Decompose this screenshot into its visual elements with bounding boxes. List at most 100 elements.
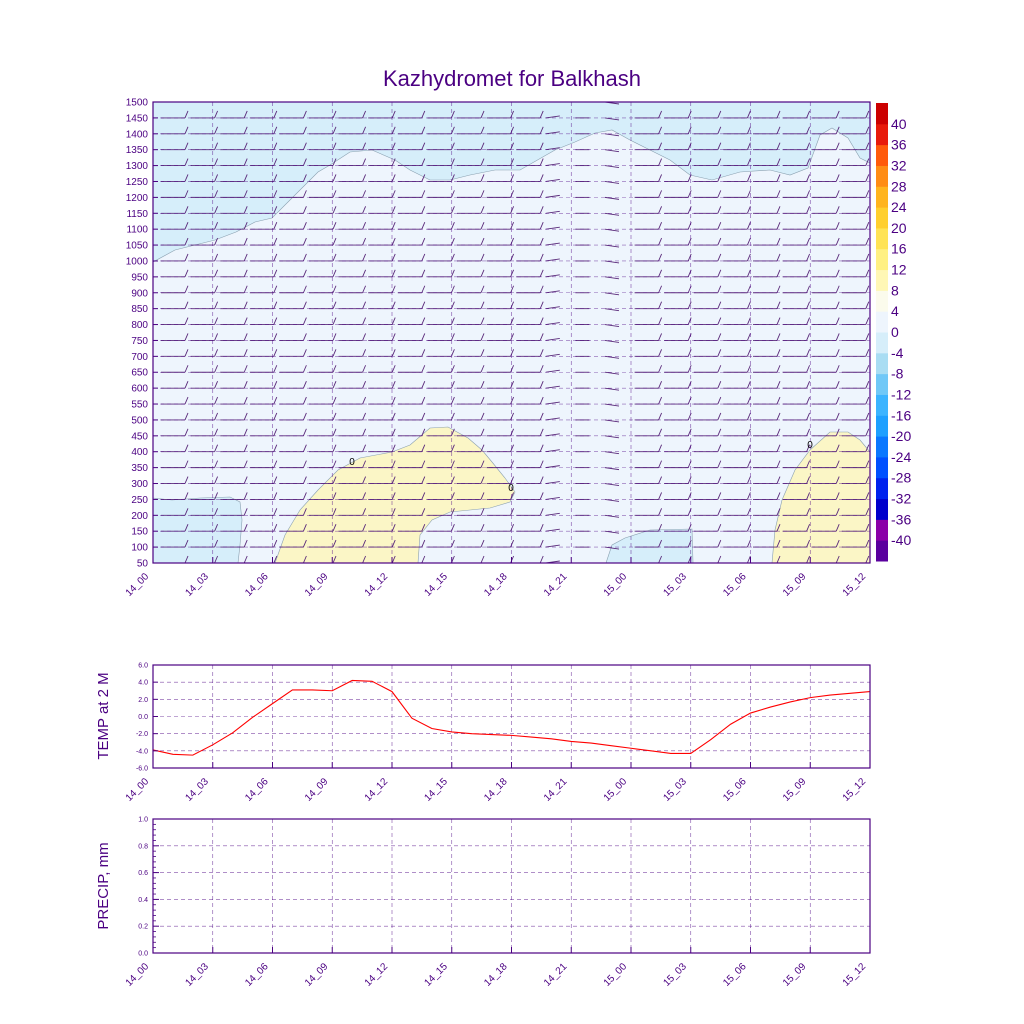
wind-barb-flag (184, 206, 189, 214)
colorbar-swatch (876, 207, 888, 229)
wind-barb-flag (480, 253, 485, 262)
y-tick-label: 1250 (126, 177, 149, 188)
wind-barb-flag (302, 380, 307, 389)
wind-barb-flag (835, 365, 840, 373)
wind-barb-flag (391, 396, 396, 405)
colorbar-swatch (876, 269, 888, 291)
colorbar-swatch (876, 227, 888, 250)
wind-barb-flag (391, 539, 396, 548)
y-tick-label: 600 (131, 384, 148, 395)
wind-barb-flag (480, 508, 485, 516)
wind-barb-flag (391, 333, 396, 341)
wind-barb (604, 228, 620, 232)
wind-barb-flag (480, 301, 485, 309)
wind-barb-flag (776, 126, 781, 134)
wind-barb-flag (658, 460, 663, 468)
wind-barb-flag (302, 237, 307, 246)
wind-barb-flag (273, 492, 278, 500)
wind-barb-flag (746, 539, 751, 548)
wind-barb-flag (717, 174, 722, 182)
wind-barb-flag (865, 428, 870, 437)
wind-barb-flag (421, 285, 426, 293)
y-tick-label: 750 (131, 336, 148, 347)
wind-barb-flag (421, 317, 426, 325)
wind-barb-flag (539, 444, 544, 452)
wind-barb-flag (865, 102, 867, 103)
wind-barb-flag (243, 253, 248, 262)
wind-barb-flag (539, 285, 544, 293)
wind-barb-flag (717, 317, 722, 325)
wind-barb-flag (421, 221, 426, 230)
colorbar-swatch (876, 311, 888, 333)
wind-barb-flag (214, 301, 219, 309)
x-tick-label: 15_12 (841, 961, 869, 989)
wind-barb-flag (717, 142, 722, 150)
y-tick-label: 0.2 (138, 924, 148, 931)
wind-barb-flag (214, 460, 219, 468)
wind-barb-flag (243, 110, 248, 119)
wind-barb-flag (362, 190, 367, 198)
wind-barb-flag (717, 301, 722, 309)
wind-barb-flag (480, 206, 485, 214)
wind-barb-flag (332, 476, 337, 484)
wind-barb-flag (214, 492, 219, 500)
y-tick-label: 4.0 (138, 680, 148, 687)
wind-barb-flag (717, 508, 722, 516)
wind-barb-flag (273, 237, 278, 246)
wind-barb-flag (184, 142, 189, 150)
wind-barb-flag (539, 380, 544, 389)
wind-barb-flag (835, 174, 840, 182)
wind-barb-flag (273, 524, 278, 532)
wind-barb-flag (687, 476, 692, 484)
wind-barb-flag (450, 142, 455, 150)
y-tick-label: 1100 (126, 225, 148, 236)
x-tick-label: 14_12 (363, 961, 391, 989)
wind-barb-flag (865, 460, 870, 468)
wind-barb-flag (865, 508, 870, 516)
wind-barb-flag (776, 539, 781, 548)
wind-barb-flag (362, 492, 367, 500)
wind-barb-flag (332, 539, 337, 548)
wind-barb-flag (480, 524, 485, 532)
wind-barb-flag (776, 492, 781, 500)
wind-barb-flag (302, 190, 307, 198)
wind-barb (604, 387, 620, 391)
wind-barb-flag (421, 555, 426, 563)
wind-barb-flag (391, 142, 396, 150)
wind-barb-flag (539, 333, 544, 341)
wind-barb-flag (658, 301, 663, 309)
wind-barb-flag (717, 253, 722, 262)
wind-barb-flag (480, 412, 485, 421)
colorbar-label: 32 (891, 157, 907, 173)
wind-barb-flag (214, 269, 219, 278)
wind-barb-flag (302, 269, 307, 278)
wind-barb-flag (510, 110, 515, 119)
wind-barb-flag (510, 190, 515, 198)
wind-barb-flag (865, 142, 870, 150)
wind-barb-flag (480, 158, 485, 166)
x-tick-label: 15_06 (721, 776, 749, 804)
wind-barb-flag (865, 253, 870, 262)
wind-barb-flag (302, 221, 307, 230)
wind-barb-flag (273, 555, 278, 563)
wind-barb-flag (687, 301, 692, 309)
wind-barb-flag (510, 253, 515, 262)
wind-barb-flag (835, 190, 840, 198)
wind-barb-flag (717, 476, 722, 484)
wind-barb-flag (835, 126, 840, 134)
y-tick-label: 1500 (126, 98, 149, 109)
wind-barb-flag (243, 190, 248, 198)
wind-barb-flag (865, 333, 870, 341)
wind-barb-flag (806, 174, 811, 182)
wind-barb-flag (480, 365, 485, 373)
wind-barb-flag (184, 492, 189, 500)
wind-barb-flag (421, 102, 423, 103)
y-tick-label: 550 (131, 400, 148, 411)
wind-barb-flag (806, 102, 808, 103)
x-tick-label: 14_03 (183, 776, 211, 804)
wind-barb-flag (746, 174, 751, 182)
wind-barb-flag (539, 396, 544, 405)
x-tick-label: 15_00 (602, 571, 630, 599)
wind-barb (604, 276, 620, 280)
wind-barb-flag (895, 556, 898, 563)
